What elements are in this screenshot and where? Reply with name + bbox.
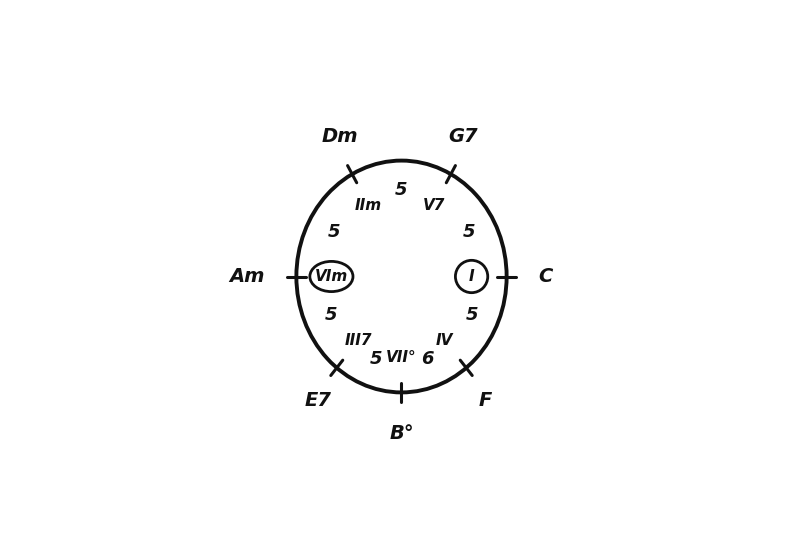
Text: III7: III7 [344, 333, 371, 348]
Text: VIm: VIm [314, 269, 347, 284]
Text: B°: B° [389, 424, 413, 443]
Text: 5: 5 [395, 181, 407, 199]
Text: Am: Am [229, 267, 265, 286]
Text: E7: E7 [304, 391, 331, 410]
Text: 5: 5 [369, 349, 382, 368]
Text: I: I [468, 269, 474, 284]
Text: 5: 5 [327, 223, 340, 241]
Text: C: C [537, 267, 552, 286]
Text: F: F [477, 391, 491, 410]
Text: IIm: IIm [354, 197, 382, 212]
Text: 5: 5 [324, 306, 337, 324]
Text: IV: IV [435, 333, 453, 348]
Text: 5: 5 [462, 223, 475, 241]
Text: G7: G7 [448, 127, 477, 146]
Text: 6: 6 [420, 349, 433, 368]
Text: 5: 5 [465, 306, 478, 324]
Text: V7: V7 [423, 197, 445, 212]
Text: Dm: Dm [322, 127, 358, 146]
Text: VII°: VII° [386, 350, 416, 365]
